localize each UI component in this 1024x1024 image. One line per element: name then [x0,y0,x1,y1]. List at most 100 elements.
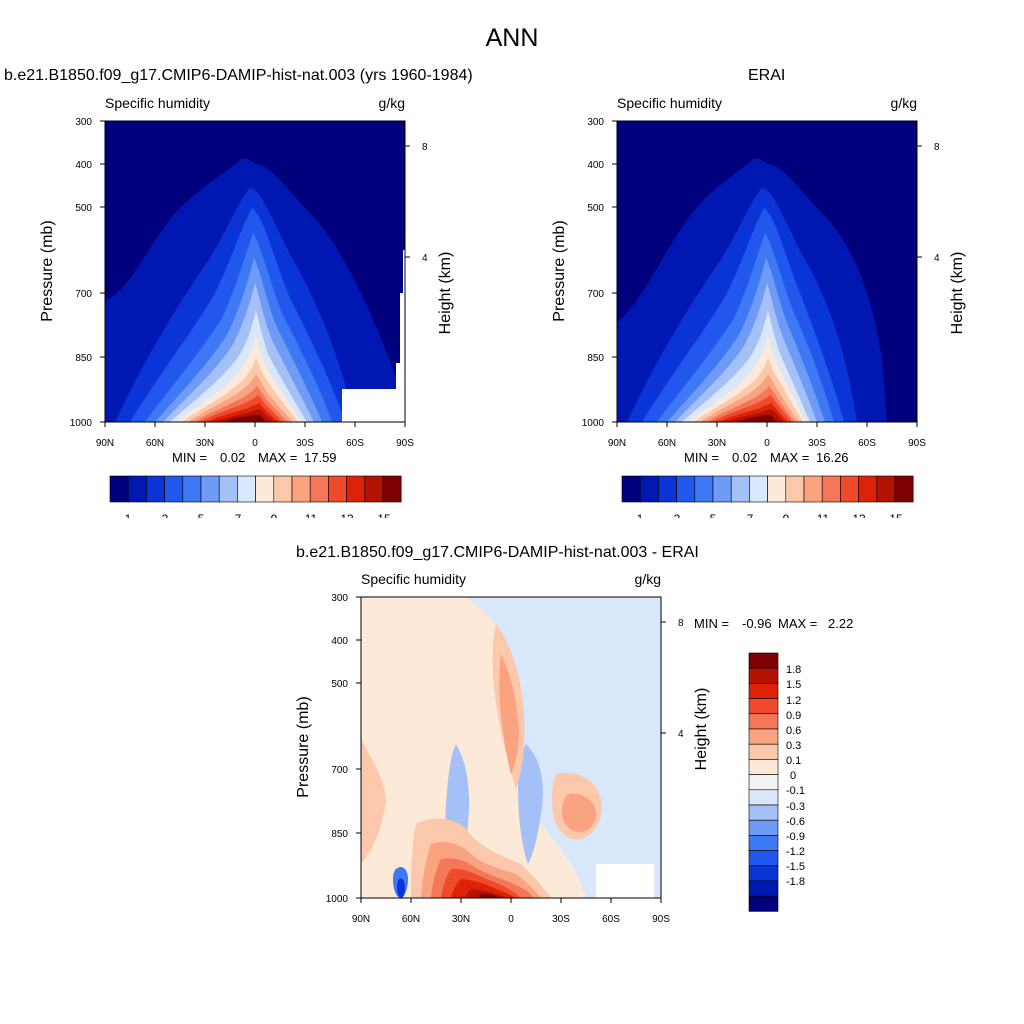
panel-2-contour-plot [617,121,917,422]
panel-1-cbar-label-5: 5 [198,512,205,518]
panel-2-cbar-label-3: 3 [674,512,681,518]
panel-1-cbar-label-15: 15 [377,512,391,518]
panel-2-cbar-label-11: 11 [817,512,830,518]
panel-2-ytick-500: 500 [587,203,604,214]
panel-2-ytick-400: 400 [587,160,604,171]
panel-3-ytick-500: 500 [331,679,348,690]
diff-colorbar-swatch-16 [748,895,779,912]
panel-3-height-tick-8: 8 [678,618,684,629]
panel-2-title: ERAI [748,67,786,84]
panel-3-variable-label: Specific humidity [361,571,466,587]
panel-2-chart: Specific humidity g/kg 300 400 500 700 8… [551,95,966,518]
panel-2-height-tick-8: 8 [934,142,940,153]
panel-2-cbar-label-1: 1 [637,512,644,518]
panel-1-ytick-500: 500 [75,203,92,214]
panel-1-colorbar [109,475,402,503]
colorbar-swatch-1-11 [309,475,329,503]
panel-1-cbar-label-11: 11 [305,512,318,518]
panel-3-cbar-label-neg-0-1: -0.1 [786,785,805,797]
colorbar-swatch-1-15 [382,475,402,503]
colorbar-swatch-1-0 [109,475,129,503]
panel-3-xtick-60n: 60N [402,914,420,925]
colorbar-swatch-2-1 [639,475,659,503]
colorbar-swatch-2-7 [749,475,768,503]
panel-3-cbar-label-1-8: 1.8 [786,664,801,676]
panel-1-right-axis-label: Height (km) [437,252,454,335]
colorbar-swatch-2-4 [694,475,714,503]
panel-2-variable-label: Specific humidity [617,95,722,111]
panel-1-title: b.e21.B1850.f09_g17.CMIP6-DAMIP-hist-nat… [4,67,473,84]
colorbar-swatch-1-1 [127,475,147,503]
colorbar-swatch-1-2 [146,475,165,503]
panel-1-cbar-label-9: 9 [271,512,278,518]
panel-2-height-tick-4: 4 [934,253,940,264]
panel-2-xtick-90s: 90S [908,438,926,449]
colorbar-swatch-2-6 [730,475,750,503]
panel-1-ytick-400: 400 [75,160,92,171]
panel-1-ytick-1000: 1000 [70,418,93,429]
panel-1-cbar-label-1: 1 [125,512,132,518]
panel-3-cbar-label-neg-1-2: -1.2 [786,846,805,858]
panel-3-cbar-label-1-2: 1.2 [786,695,801,707]
diff-colorbar-swatch-2 [748,683,779,699]
colorbar-swatch-2-5 [712,475,732,503]
panel-1-height-tick-4: 4 [422,253,428,264]
panel-2-ytick-700: 700 [587,289,604,300]
panel-3-cbar-label-neg-1-5: -1.5 [786,861,805,873]
panel-3-cbar-label-1-5: 1.5 [786,679,801,691]
panel-3-cbar-label-0: 0 [790,770,796,782]
diff-colorbar-swatch-0 [748,652,779,669]
panel-1-ytick-850: 850 [75,353,92,364]
panel-1-contour-plot [105,121,405,422]
panel-3-cbar-label-neg-0-3: -0.3 [786,801,805,813]
diff-colorbar-swatch-6 [748,743,779,760]
panel-3-min-label: MIN = [694,616,729,631]
panel-3-cbar-label-neg-0-6: -0.6 [786,816,805,828]
panel-3-height-tick-4: 4 [678,729,684,740]
panel-3-xtick-0: 0 [508,914,514,925]
panel-2-xtick-30s: 30S [808,438,826,449]
panel-2-max-label: MAX = [770,450,809,465]
panel-3-units-label: g/kg [635,571,661,587]
colorbar-swatch-2-13 [858,475,878,503]
colorbar-swatch-1-7 [237,475,256,503]
diff-colorbar-swatch-9 [748,789,779,806]
colorbar-swatch-1-4 [182,475,202,503]
colorbar-swatch-2-15 [894,475,914,503]
panel-3-cbar-label-0-1: 0.1 [786,755,801,767]
diff-colorbar-swatch-8 [748,774,779,791]
panel-2-xtick-60n: 60N [658,438,676,449]
panel-2-ytick-1000: 1000 [582,418,605,429]
colorbar-swatch-2-9 [785,475,805,503]
colorbar-swatch-2-2 [658,475,677,503]
colorbar-swatch-1-13 [346,475,366,503]
colorbar-swatch-1-12 [328,475,347,503]
panel-1-max-value: 17.59 [304,450,337,465]
colorbar-swatch-1-10 [291,475,311,503]
panel-2-cbar-label-9: 9 [783,512,790,518]
panel-3-xtick-60s: 60S [602,914,620,925]
panel-1-height-tick-8: 8 [422,142,428,153]
panel-3-ytick-1000: 1000 [326,894,349,905]
panel-1-y-axis-label: Pressure (mb) [39,220,56,321]
panel-1-xtick-90s: 90S [396,438,414,449]
panel-3-cbar-label-neg-0-9: -0.9 [786,831,805,843]
colorbar-swatch-1-8 [255,475,275,503]
panel-3-max-value: 2.22 [828,616,853,631]
diff-colorbar-swatch-1 [748,667,779,684]
panel-2-xtick-0: 0 [764,438,770,449]
diff-colorbar-swatch-3 [748,698,779,715]
panel-2-ytick-850: 850 [587,353,604,364]
panel-3-ytick-300: 300 [331,593,348,604]
panel-2-cbar-label-15: 15 [889,512,903,518]
panel-3-xtick-30s: 30S [552,914,570,925]
panel-2-colorbar [621,475,914,503]
colorbar-swatch-1-5 [200,475,220,503]
panel-3-ytick-700: 700 [331,765,348,776]
panel-2-min-label: MIN = [684,450,719,465]
panel-2-cbar-label-13: 13 [852,512,866,518]
panel-3-max-label: MAX = [778,616,817,631]
diff-colorbar-swatch-5 [748,728,779,745]
colorbar-swatch-2-11 [821,475,841,503]
panel-3-colorbar [748,652,779,912]
